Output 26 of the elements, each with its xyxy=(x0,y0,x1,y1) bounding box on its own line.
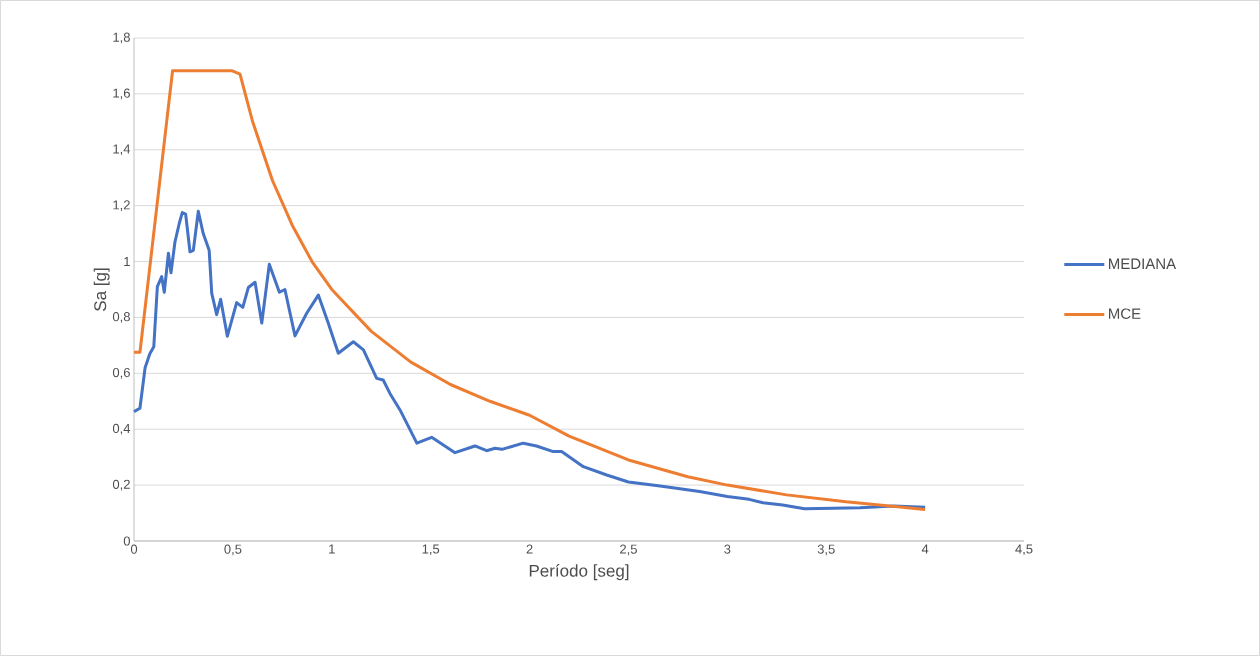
legend-label: MCE xyxy=(1109,308,1141,320)
x-tick-label: 4 xyxy=(921,544,929,554)
y-tick-label: 0,2 xyxy=(112,479,130,491)
x-tick-label: 1,5 xyxy=(422,544,440,556)
y-tick-label: 1,4 xyxy=(113,144,131,156)
x-tick-label: 2 xyxy=(526,544,533,554)
y-tick-label: 1 xyxy=(124,257,130,267)
x-tick-label: 0,5 xyxy=(224,544,242,556)
x-tick-label: 4,5 xyxy=(1015,544,1033,556)
y-tick-label: 0,6 xyxy=(112,367,130,379)
y-tick-label: 1,2 xyxy=(113,200,130,212)
x-tick-label: 3 xyxy=(724,544,731,554)
y-tick-label: 1,6 xyxy=(113,88,130,100)
line-series xyxy=(132,69,927,511)
y-tick-label: 1,8 xyxy=(113,32,130,44)
x-tick-label: 3,5 xyxy=(817,544,835,556)
y-tick-label: 0,8 xyxy=(112,312,130,323)
legend-label: MEDIANA xyxy=(1109,258,1177,269)
x-tick-label: 1 xyxy=(329,544,335,554)
x-tick-label: 2,5 xyxy=(620,544,637,556)
x-axis-title: Período [seg] xyxy=(529,564,629,581)
x-tick-label: 0 xyxy=(130,544,138,554)
y-axis-title: Sa [g] xyxy=(93,268,110,311)
line-series xyxy=(132,209,927,511)
y-tick-label: 0 xyxy=(123,536,130,546)
y-tick-label: 0,4 xyxy=(112,423,131,435)
